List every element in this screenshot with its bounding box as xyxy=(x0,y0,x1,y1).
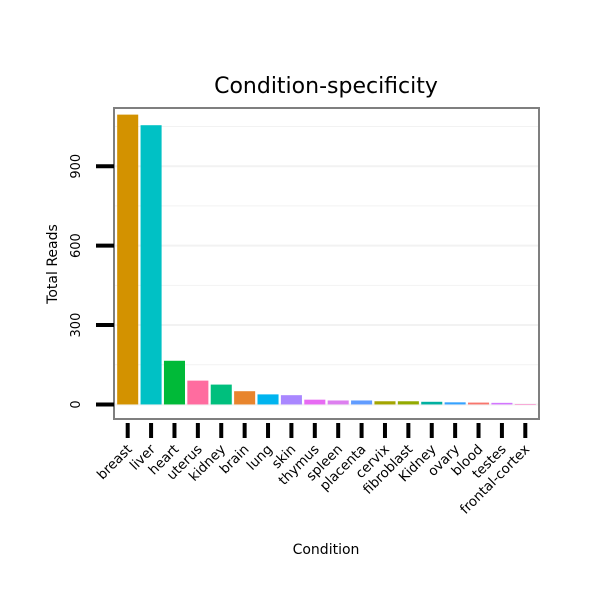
bar-ovary xyxy=(444,402,466,405)
bar-heart xyxy=(163,360,185,405)
bar-breast xyxy=(117,114,139,405)
chart-title: Condition-specificity xyxy=(214,74,438,99)
bar-fibroblast xyxy=(397,401,419,405)
x-axis: breastliverheartuteruskidneybrainlungski… xyxy=(94,423,533,518)
y-tick-label: 600 xyxy=(69,233,84,258)
bar-thymus xyxy=(304,399,326,405)
gridlines xyxy=(114,126,539,406)
bar-placenta xyxy=(351,400,373,405)
bar-blood xyxy=(468,402,490,405)
y-axis-label: Total Reads xyxy=(45,224,61,305)
bar-lung xyxy=(257,394,279,405)
bar-frontal-cortex xyxy=(514,404,536,405)
bar-cervix xyxy=(374,401,396,405)
bars xyxy=(117,114,536,405)
bar-skin xyxy=(280,395,302,405)
y-tick-label: 900 xyxy=(69,154,84,179)
bar-spleen xyxy=(327,400,349,405)
bar-uterus xyxy=(187,380,209,405)
bar-kidney xyxy=(421,401,443,405)
y-tick-label: 0 xyxy=(69,400,84,408)
bar-testes xyxy=(491,402,513,405)
bar-brain xyxy=(234,391,256,405)
plot-frame xyxy=(113,107,540,420)
bar-kidney xyxy=(210,384,232,405)
y-axis: 0 300 600 900 xyxy=(69,154,114,409)
x-axis-label: Condition xyxy=(293,542,360,558)
y-tick-label: 300 xyxy=(69,313,84,338)
bar-liver xyxy=(140,125,162,405)
